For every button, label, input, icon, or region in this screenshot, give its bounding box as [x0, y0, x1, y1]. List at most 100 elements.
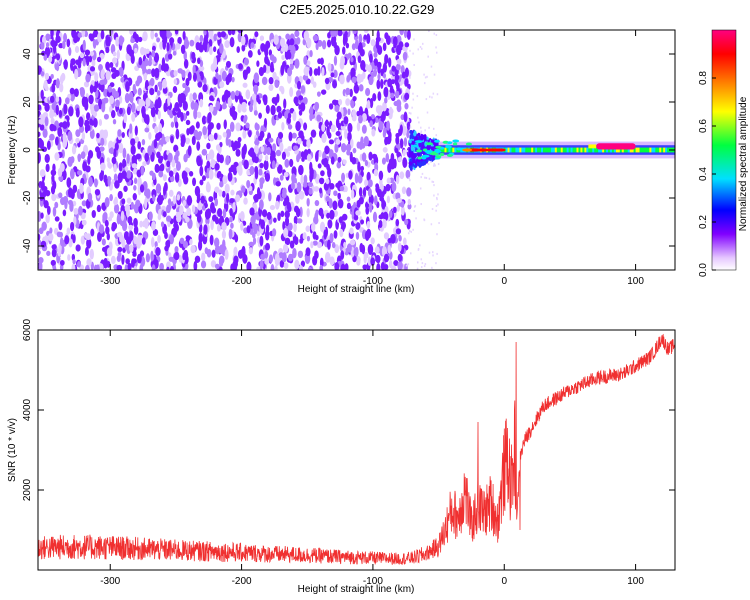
- heatmap-cell: [519, 147, 522, 153]
- heatmap-cell: [87, 154, 91, 165]
- heatmap-cell: [396, 204, 400, 212]
- heatmap-cell: [333, 55, 338, 66]
- heatmap-cell: [259, 35, 265, 42]
- heatmap-cell: [210, 63, 216, 72]
- heatmap-cell: [277, 212, 281, 222]
- heatmap-cell: [263, 118, 268, 128]
- heatmap-cell: [109, 61, 114, 68]
- heatmap-cell: [186, 195, 193, 206]
- snr-y-ticks: 2000 4000 6000: [22, 318, 675, 501]
- heatmap-cell: [59, 259, 65, 266]
- heatmap-cell: [201, 175, 207, 182]
- heatmap-cell: [196, 111, 202, 119]
- heatmap-cell: [582, 147, 585, 153]
- heatmap-cell: [57, 247, 62, 257]
- heatmap-cell: [333, 190, 338, 197]
- heatmap-cell: [416, 149, 423, 153]
- heatmap-cell: [114, 142, 119, 151]
- heatmap-cell: [110, 109, 116, 119]
- heatmap-cell: [209, 46, 213, 55]
- heatmap-cell: [375, 254, 381, 264]
- heatmap-cell: [362, 264, 368, 270]
- heatmap-cell: [288, 131, 293, 142]
- heatmap-cell: [243, 197, 248, 205]
- heatmap-cell: [357, 55, 362, 64]
- heatmap-cell: [655, 147, 658, 153]
- heatmap-cell: [241, 185, 246, 193]
- heatmap-cell: [197, 57, 201, 65]
- heatmap-cell: [216, 152, 221, 163]
- heatmap-cell: [357, 256, 361, 263]
- heatmap-cell: [384, 137, 388, 146]
- heatmap-cell: [259, 235, 264, 247]
- heatmap-cell: [49, 109, 55, 119]
- heatmap-cell: [84, 49, 91, 56]
- heatmap-cell: [79, 87, 85, 93]
- heatmap-cell: [562, 147, 565, 153]
- heatmap-cell: [270, 263, 275, 270]
- heatmap-cell: [198, 232, 203, 244]
- heatmap-cell: [266, 146, 272, 156]
- heatmap-cell: [74, 45, 80, 54]
- heatmap-cell: [309, 167, 314, 177]
- heatmap-cell: [423, 82, 426, 85]
- heatmap-cell: [91, 210, 96, 218]
- heatmap-cell: [192, 177, 197, 187]
- heatmap-cell: [66, 177, 72, 188]
- heatmap-cell: [382, 42, 387, 52]
- heatmap-cell: [388, 260, 393, 269]
- heatmap-cell: [69, 168, 75, 180]
- heatmap-cell: [164, 231, 168, 240]
- heatmap-cell: [328, 139, 335, 145]
- heatmap-cell: [277, 132, 284, 140]
- heatmap-cell: [386, 120, 391, 131]
- heatmap-cell: [286, 116, 291, 124]
- heatmap-cell: [408, 153, 412, 158]
- heatmap-cell: [103, 113, 109, 120]
- heatmap-cell: [109, 193, 113, 202]
- heatmap-cell: [122, 158, 127, 168]
- heatmap-cell: [340, 55, 346, 66]
- heatmap-cell: [333, 230, 338, 239]
- heatmap-cell: [151, 45, 156, 52]
- heatmap-cell: [414, 205, 416, 208]
- heatmap-cell: [327, 132, 332, 139]
- heatmap-cell: [313, 68, 319, 76]
- heatmap-cell: [100, 169, 105, 178]
- heatmap-cell: [356, 122, 361, 132]
- heatmap-cell: [349, 239, 356, 246]
- heatmap-cell: [183, 153, 188, 163]
- heatmap-cell: [142, 31, 148, 42]
- heatmap-cell: [265, 242, 271, 251]
- heatmap-cell: [264, 250, 269, 259]
- heatmap-cell: [171, 158, 176, 168]
- heatmap-cell: [130, 37, 135, 44]
- colorbar-tick-label: 0.2: [698, 215, 709, 229]
- heatmap-cell: [294, 58, 300, 69]
- heatmap-cell: [230, 189, 235, 196]
- heatmap-cell: [222, 208, 227, 219]
- heatmap-cell: [290, 45, 296, 56]
- heatmap-cell: [403, 111, 408, 123]
- heatmap-cell: [46, 205, 51, 215]
- heatmap-cell: [270, 66, 275, 73]
- heatmap-cell: [305, 225, 311, 232]
- heatmap-cell: [265, 104, 270, 114]
- heatmap-cell: [343, 36, 348, 43]
- heatmap-cell: [71, 145, 77, 155]
- heatmap-cell: [395, 228, 402, 235]
- heatmap-cell: [233, 161, 239, 168]
- heatmap-cell: [258, 66, 265, 77]
- heatmap-cell: [350, 67, 356, 79]
- heatmap-cell: [52, 180, 57, 190]
- heatmap-cell: [438, 222, 440, 225]
- heatmap-cell: [224, 40, 230, 49]
- heatmap-cell: [46, 250, 51, 257]
- heatmap-cell: [219, 141, 223, 148]
- heatmap-cell: [360, 136, 364, 145]
- heatmap-cell: [296, 137, 302, 145]
- heatmap-cell: [617, 147, 621, 153]
- heatmap-cell: [177, 36, 182, 45]
- heatmap-cell: [89, 118, 93, 126]
